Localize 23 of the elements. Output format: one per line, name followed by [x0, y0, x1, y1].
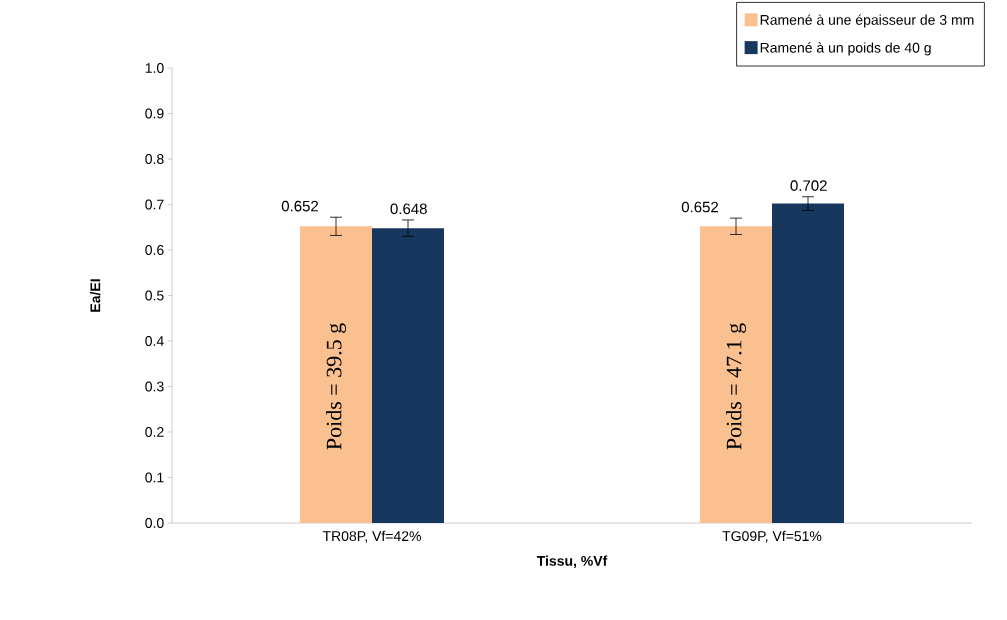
- y-axis-title: Ea/EI: [90, 279, 101, 312]
- y-tick-label: 0.4: [145, 336, 164, 346]
- y-tick-label: 0.5: [145, 290, 164, 301]
- y-tick-label: 0.6: [145, 245, 164, 255]
- annotation: Poids = 47.1 g: [726, 323, 747, 450]
- y-tick-label: 0.8: [145, 154, 164, 164]
- x-axis-title: Tissu, %Vf: [536, 555, 608, 568]
- x-tick-label: TG09P, Vf=51%: [722, 530, 822, 543]
- y-tick-label: 0.3: [145, 381, 164, 392]
- data-label: 0.648: [390, 203, 427, 215]
- y-tick-label: 0.1: [145, 472, 164, 483]
- data-label: 0.702: [790, 180, 827, 191]
- data-label: 0.652: [281, 200, 319, 212]
- legend-label: Ramené à un poids de 40 g: [760, 42, 931, 56]
- y-tick-label: 1.0: [145, 63, 164, 73]
- annotation: Poids = 39.5 g: [326, 323, 347, 450]
- y-tick-label: 0.0: [145, 518, 164, 528]
- x-tick-label: TR08P, Vf=42%: [322, 530, 421, 543]
- legend-label: Ramené à une épaisseur de 3 mm: [760, 14, 974, 28]
- y-tick-label: 0.7: [145, 199, 164, 210]
- y-tick-label: 0.2: [145, 427, 164, 437]
- y-tick-label: 0.9: [145, 108, 164, 119]
- data-label: 0.652: [681, 201, 719, 213]
